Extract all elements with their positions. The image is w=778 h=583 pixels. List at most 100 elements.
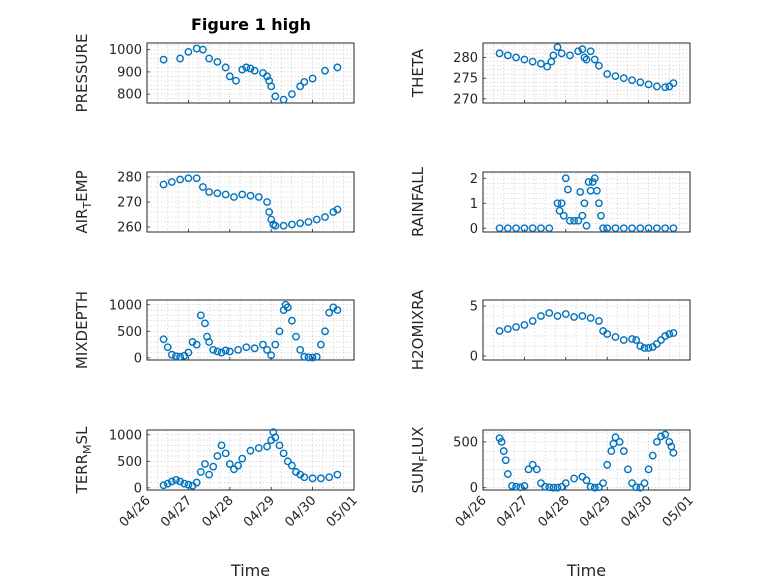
y-axis-label: RAINFALL xyxy=(409,166,427,237)
data-point xyxy=(209,346,218,354)
x-tick-label: 04/26 xyxy=(453,493,490,530)
y-tick-label: 1 xyxy=(470,197,478,212)
data-point xyxy=(557,49,566,58)
data-point xyxy=(333,306,342,314)
data-point xyxy=(586,482,595,491)
data-point xyxy=(549,483,558,492)
y-tick-label: 2 xyxy=(470,172,478,187)
data-point xyxy=(238,454,247,463)
data-point xyxy=(561,479,570,488)
data-point xyxy=(595,61,603,70)
data-point xyxy=(640,344,649,352)
data-point xyxy=(592,186,601,195)
data-point xyxy=(537,59,545,68)
data-point xyxy=(176,175,185,184)
data-point xyxy=(333,63,342,72)
data-point xyxy=(234,346,242,354)
data-point xyxy=(172,352,180,361)
data-point xyxy=(582,476,591,485)
data-point xyxy=(541,482,549,491)
data-point xyxy=(599,479,607,488)
data-point xyxy=(611,224,620,233)
data-point xyxy=(234,461,242,470)
data-point xyxy=(316,340,325,349)
data-point xyxy=(603,460,612,469)
data-point xyxy=(279,449,288,458)
data-point xyxy=(503,51,512,60)
y-tick-label: 500 xyxy=(117,325,142,340)
data-point xyxy=(271,221,280,230)
axes-border xyxy=(146,42,355,104)
data-point xyxy=(501,456,510,465)
data-point xyxy=(563,185,572,194)
data-point xyxy=(296,346,305,354)
data-point xyxy=(603,330,612,338)
data-point xyxy=(512,53,521,62)
data-point xyxy=(192,478,201,487)
data-point xyxy=(201,460,209,468)
y-tick-label: 1000 xyxy=(109,43,142,58)
y-tick-label: 270 xyxy=(453,92,478,107)
data-point xyxy=(499,447,508,455)
y-tick-label: 500 xyxy=(453,435,478,450)
data-point xyxy=(184,47,193,56)
data-point xyxy=(652,438,661,446)
data-point xyxy=(636,224,645,233)
data-point xyxy=(636,483,645,492)
data-point xyxy=(296,219,305,228)
data-point xyxy=(578,45,587,54)
data-point xyxy=(597,211,605,220)
data-point xyxy=(163,479,172,488)
y-tick-label: 270 xyxy=(117,196,142,211)
data-point xyxy=(628,335,636,343)
data-point xyxy=(242,63,251,72)
chart-h2omixra: 0 5 H2OMIXRA xyxy=(409,289,691,370)
chart-rainfall: 0 1 2 RAINFALL xyxy=(409,166,691,237)
data-point xyxy=(192,340,201,349)
x-tick-label: 04/26 xyxy=(117,493,154,530)
x-axis-label: Time xyxy=(230,561,270,580)
data-point xyxy=(545,309,554,317)
data-point xyxy=(580,199,589,208)
x-tick-label: 04/28 xyxy=(200,493,237,530)
data-point xyxy=(275,441,284,450)
axes-border xyxy=(482,171,691,233)
data-point xyxy=(308,353,317,362)
y-tick-label: 800 xyxy=(117,88,142,103)
y-tick-label: 280 xyxy=(453,51,478,66)
data-point xyxy=(590,55,599,64)
data-point xyxy=(275,327,284,336)
data-point xyxy=(321,213,329,221)
x-tick-label: 04/30 xyxy=(282,493,319,530)
data-point xyxy=(599,224,607,233)
data-point xyxy=(267,351,276,360)
data-point xyxy=(582,55,591,64)
data-point xyxy=(167,477,176,486)
data-point xyxy=(196,311,205,320)
x-tick-label: 04/29 xyxy=(241,493,278,530)
data-point xyxy=(205,188,214,196)
data-point xyxy=(553,199,562,208)
y-tick-label: 5 xyxy=(470,300,478,315)
y-axis-label: PRESSURE xyxy=(73,34,91,113)
data-point xyxy=(196,468,205,476)
y-axis-label: SUNFLUX xyxy=(409,427,430,494)
x-axis-label: Time xyxy=(566,561,606,580)
data-point xyxy=(159,481,168,490)
data-point xyxy=(503,224,512,233)
data-point xyxy=(184,348,193,357)
axes-border xyxy=(146,429,355,491)
data-point xyxy=(652,340,661,348)
data-point xyxy=(213,452,222,460)
data-point xyxy=(520,321,529,329)
x-tick-label: 04/30 xyxy=(618,493,655,530)
data-point xyxy=(586,47,595,56)
data-point xyxy=(644,80,653,89)
data-point xyxy=(246,446,255,455)
data-point xyxy=(176,54,185,63)
data-point xyxy=(657,432,665,441)
data-point xyxy=(578,211,587,220)
data-point xyxy=(566,51,574,60)
data-point xyxy=(582,221,591,230)
